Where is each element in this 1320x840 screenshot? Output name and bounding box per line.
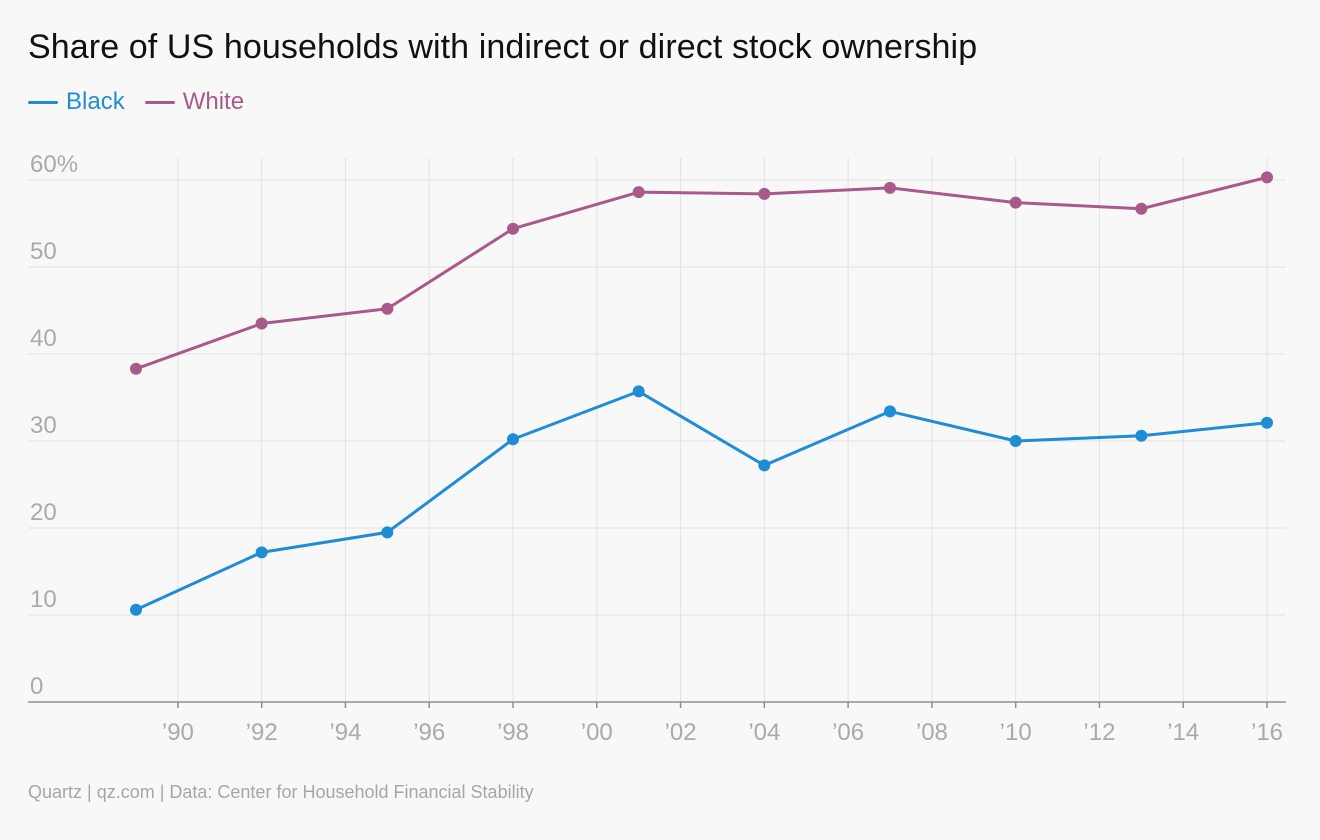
- y-tick-label-10: 10: [30, 586, 57, 613]
- x-tick-label-08: ’08: [916, 719, 948, 746]
- legend: Black White: [28, 88, 244, 116]
- data-point-white-2007: [884, 181, 896, 194]
- legend-item-white: White: [144, 88, 245, 116]
- y-tick-label-30: 30: [30, 412, 57, 439]
- data-point-white-2001: [632, 186, 645, 199]
- legend-swatch-black: [28, 100, 58, 104]
- x-tick-label-14: ’14: [1167, 719, 1199, 746]
- data-point-white-1989: [130, 362, 142, 375]
- data-point-white-1998: [507, 222, 519, 235]
- data-point-black-2010: [1009, 435, 1022, 447]
- data-point-black-1989: [130, 603, 142, 616]
- x-tick-label-94: ’94: [329, 719, 361, 746]
- data-point-white-1992: [255, 317, 268, 330]
- x-tick-label-96: ’96: [413, 719, 445, 746]
- y-tick-label-20: 20: [30, 499, 57, 526]
- data-point-white-2004: [758, 187, 771, 200]
- x-tick-label-10: ’10: [1000, 719, 1032, 746]
- data-point-white-1995: [381, 302, 394, 315]
- x-tick-label-92: ’92: [246, 719, 278, 746]
- x-tick-label-90: ’90: [162, 719, 194, 746]
- x-tick-label-98: ’98: [497, 719, 529, 746]
- data-point-white-2013: [1135, 202, 1148, 215]
- y-tick-label-40: 40: [30, 325, 57, 352]
- series-line-white: [134, 175, 1269, 371]
- data-point-black-1998: [507, 433, 519, 446]
- data-point-black-2007: [884, 405, 896, 418]
- data-point-white-2016: [1261, 171, 1273, 184]
- x-tick-label-00: ’00: [581, 719, 613, 746]
- series-line-black: [134, 389, 1269, 612]
- data-point-black-2004: [758, 459, 771, 472]
- x-tick-label-04: ’04: [748, 719, 780, 746]
- x-tick-label-16: ’16: [1251, 719, 1283, 746]
- y-tick-label-60: 60%: [30, 151, 78, 178]
- y-tick-label-50: 50: [30, 238, 57, 265]
- x-tick-label-02: ’02: [665, 719, 697, 746]
- data-point-black-2001: [632, 385, 645, 398]
- source-note: Quartz | qz.com | Data: Center for House…: [28, 782, 534, 802]
- legend-label-white: White: [182, 88, 245, 115]
- data-point-black-1995: [381, 526, 394, 539]
- legend-item-black: Black: [28, 88, 125, 116]
- data-point-black-1992: [255, 546, 268, 559]
- x-tick-label-12: ’12: [1083, 719, 1115, 746]
- data-point-black-2016: [1261, 416, 1273, 429]
- x-tick-label-06: ’06: [832, 719, 864, 746]
- y-tick-label-0: 0: [30, 673, 43, 700]
- legend-swatch-white: [144, 100, 175, 104]
- legend-label-black: Black: [66, 88, 125, 115]
- data-point-black-2013: [1135, 429, 1148, 442]
- data-point-white-2010: [1009, 196, 1022, 209]
- chart-title: Share of US households with indirect or …: [28, 28, 978, 66]
